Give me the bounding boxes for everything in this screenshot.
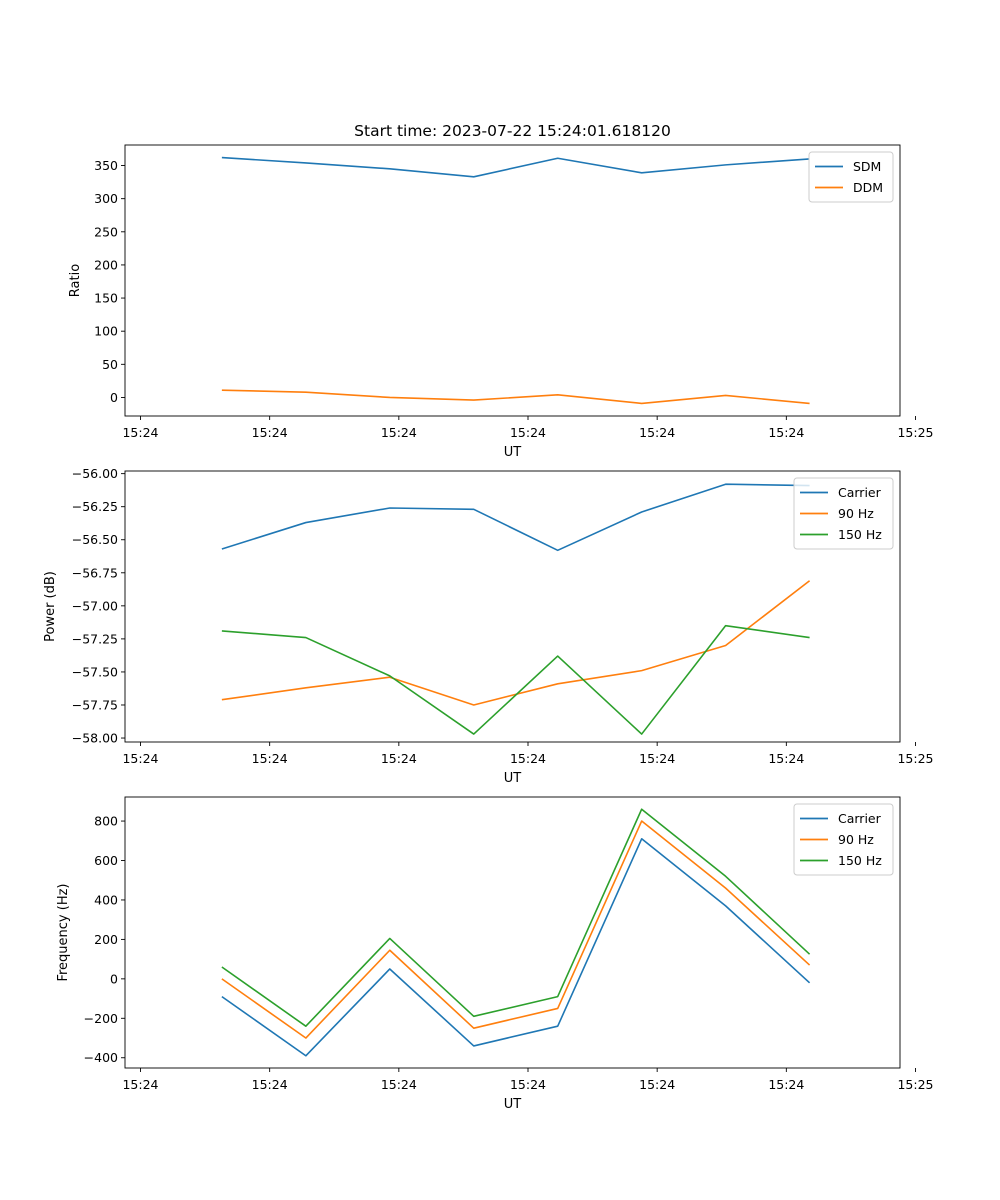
power-x-tick-label: 15:24 [768, 751, 804, 766]
power-y-axis-label: Power (dB) [43, 571, 58, 642]
ratio-legend: SDM DDM [808, 151, 894, 203]
ratio-y-tick-label: 0 [110, 390, 118, 405]
frequency-x-tick-label: 15:24 [510, 1077, 546, 1092]
ratio-axes-frame [124, 144, 901, 417]
frequency-legend-label-carrier: Carrier [838, 811, 882, 826]
frequency-x-tick-label: 15:24 [252, 1077, 288, 1092]
power-legend-label-carrier: Carrier [838, 485, 882, 500]
frequency-x-tick-label: 15:24 [639, 1077, 675, 1092]
power-y-tick-label: −56.25 [72, 499, 118, 514]
power-x-axis-label: UT [504, 771, 522, 786]
frequency-y-tick-label: 800 [94, 814, 118, 829]
ratio-x-axis-label: UT [504, 445, 522, 460]
power-legend-box [793, 477, 894, 550]
frequency-x-tick-label: 15:24 [381, 1077, 417, 1092]
ratio-y-tick-label: 200 [94, 257, 118, 272]
frequency-legend-box [793, 803, 894, 876]
figure-title: Start time: 2023-07-22 15:24:01.618120 [354, 122, 671, 140]
frequency-legend-label-90-hz: 90 Hz [838, 832, 874, 847]
frequency-legend: Carrier 90 Hz 150 Hz [793, 803, 894, 876]
ratio-legend-label-sdm: SDM [853, 159, 881, 174]
ratio-series-sdm-line [221, 156, 810, 178]
power-y-tick-label: −56.00 [72, 466, 118, 481]
power-legend-label-90-hz: 90 Hz [838, 506, 874, 521]
frequency-y-tick-label: 0 [110, 971, 118, 986]
power-series-150-hz-line [221, 624, 810, 735]
frequency-y-tick-label: 600 [94, 853, 118, 868]
ratio-y-tick-label: 100 [94, 324, 118, 339]
power-y-tick-label: −56.75 [72, 565, 118, 580]
ratio-y-tick-label: 150 [94, 291, 118, 306]
power-x-tick-label: 15:24 [252, 751, 288, 766]
power-y-tick-label: −56.50 [72, 532, 118, 547]
frequency-series-150-hz-line [221, 808, 811, 1027]
frequency-y-tick-label: −400 [84, 1050, 118, 1065]
ratio-x-tick-label: 15:24 [510, 425, 546, 440]
power-x-tick-label: 15:24 [639, 751, 675, 766]
power-y-tick-label: −57.25 [72, 631, 118, 646]
frequency-series-carrier-line [221, 838, 811, 1057]
frequency-x-tick-label: 15:25 [897, 1077, 933, 1092]
frequency-y-tick-label: 400 [94, 892, 118, 907]
ratio-legend-label-ddm: DDM [853, 180, 883, 195]
power-legend: Carrier 90 Hz 150 Hz [793, 477, 894, 550]
ratio-legend-box [808, 151, 894, 203]
ratio-panel: 15:24 15:24 15:24 15:24 15:24 15:24 15:25 0 50 10… [68, 144, 934, 460]
ratio-y-axis-label: Ratio [68, 264, 83, 297]
ratio-series-ddm-line [221, 389, 810, 405]
ratio-x-tick-label: 15:24 [768, 425, 804, 440]
ratio-x-tick-label: 15:24 [639, 425, 675, 440]
power-y-tick-label: −57.75 [72, 697, 118, 712]
ratio-x-tick-label: 15:24 [381, 425, 417, 440]
power-y-tick-label: −58.00 [72, 731, 118, 746]
ratio-y-tick-label: 250 [94, 224, 118, 239]
ratio-y-tick-label: 350 [94, 158, 118, 173]
ratio-x-tick-label: 15:24 [252, 425, 288, 440]
power-y-tick-label: −57.00 [72, 598, 118, 613]
power-panel: 15:24 15:24 15:24 15:24 15:24 15:24 15:25 −58.0… [43, 466, 934, 786]
frequency-panel: 15:24 15:24 15:24 15:24 15:24 15:24 15:25 −400 −… [56, 796, 934, 1112]
frequency-x-axis-label: UT [504, 1097, 522, 1112]
power-y-tick-label: −57.50 [72, 664, 118, 679]
ratio-y-tick-label: 300 [94, 191, 118, 206]
ratio-x-tick-label: 15:25 [897, 425, 933, 440]
frequency-axes-frame [124, 796, 901, 1069]
frequency-y-tick-label: −200 [84, 1011, 118, 1026]
frequency-legend-label-150-hz: 150 Hz [838, 853, 882, 868]
frequency-y-axis-label: Frequency (Hz) [56, 883, 71, 981]
frequency-x-tick-label: 15:24 [122, 1077, 158, 1092]
ratio-x-tick-label: 15:24 [122, 425, 158, 440]
power-x-tick-label: 15:25 [897, 751, 933, 766]
frequency-y-tick-label: 200 [94, 932, 118, 947]
power-axes-frame [124, 470, 901, 743]
frequency-x-tick-label: 15:24 [768, 1077, 804, 1092]
frequency-series-90-hz-line [221, 820, 811, 1039]
power-legend-label-150-hz: 150 Hz [838, 527, 882, 542]
power-x-tick-label: 15:24 [122, 751, 158, 766]
ratio-y-tick-label: 50 [102, 357, 118, 372]
power-x-tick-label: 15:24 [510, 751, 546, 766]
power-x-tick-label: 15:24 [381, 751, 417, 766]
power-series-carrier-line [221, 483, 810, 552]
